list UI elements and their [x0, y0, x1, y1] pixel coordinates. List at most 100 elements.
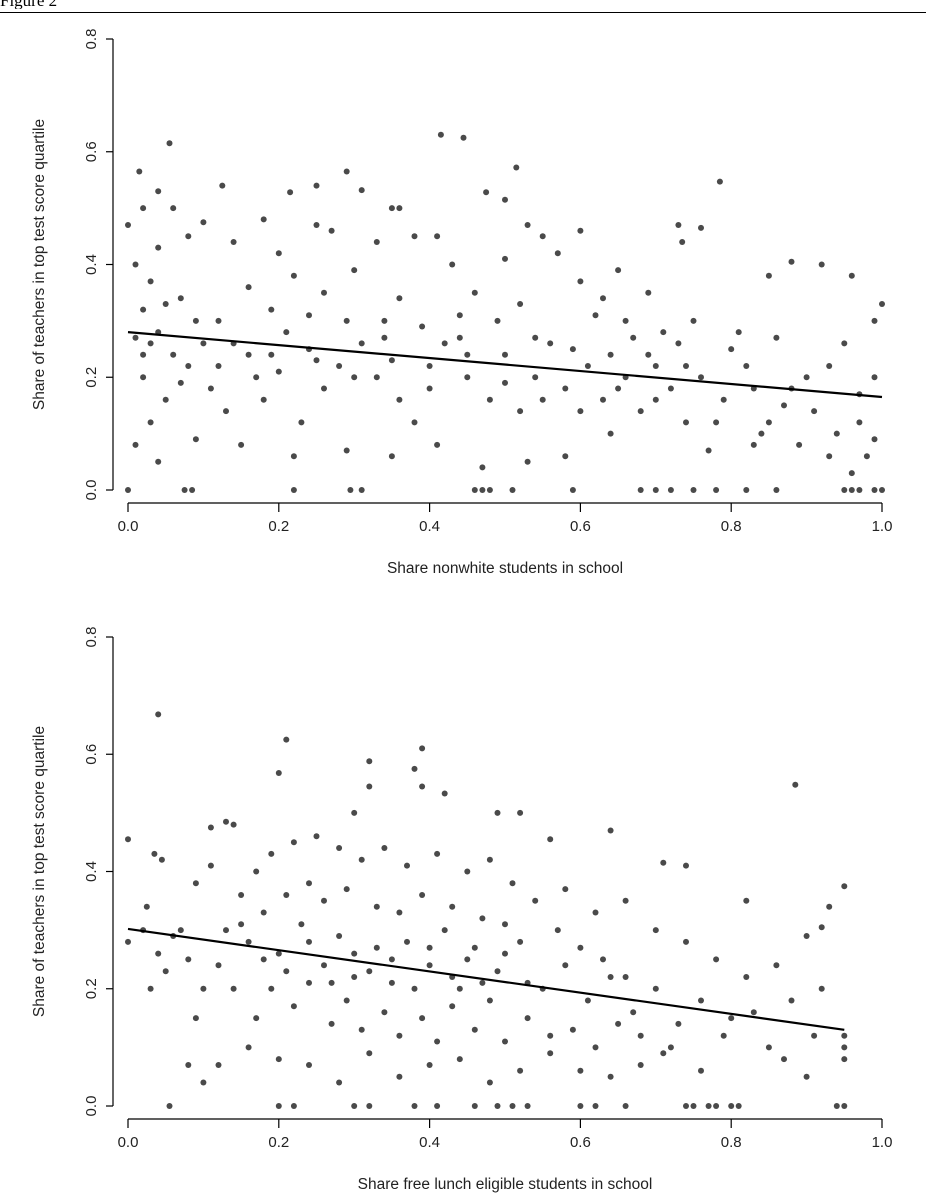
scatter-point: [570, 346, 576, 352]
scatter-point: [540, 233, 546, 239]
scatter-point: [773, 487, 779, 493]
scatter-point: [472, 487, 478, 493]
scatter-point: [261, 910, 267, 916]
scatter-point: [593, 1044, 599, 1050]
y-tick-label: 0.2: [83, 367, 100, 388]
scatter-point: [427, 945, 433, 951]
scatter-point: [623, 898, 629, 904]
scatter-point: [668, 386, 674, 392]
scatter-point: [856, 487, 862, 493]
scatter-point: [472, 290, 478, 296]
x-axis-label: Share nonwhite students in school: [387, 560, 623, 577]
scatter-point: [185, 956, 191, 962]
scatter-point: [577, 228, 583, 234]
x-tick-label: 0.4: [419, 1134, 440, 1151]
scatter-point: [389, 980, 395, 986]
scatter-point: [389, 357, 395, 363]
scatter-point: [483, 189, 489, 195]
scatter-point: [630, 335, 636, 341]
scatter-point: [819, 262, 825, 268]
scatter-point: [751, 1009, 757, 1015]
scatter-point: [464, 352, 470, 358]
scatter-point: [336, 363, 342, 369]
scatter-point: [660, 329, 666, 335]
scatter-point: [547, 340, 553, 346]
scatter-point: [826, 904, 832, 910]
scatter-point: [189, 487, 195, 493]
scatter-point: [336, 845, 342, 851]
scatter-point: [698, 374, 704, 380]
scatter-point: [246, 284, 252, 290]
scatter-point: [615, 267, 621, 273]
scatter-point: [683, 939, 689, 945]
scatter-point: [781, 1056, 787, 1062]
x-tick-label: 0.6: [570, 1134, 591, 1151]
scatter-point: [502, 921, 508, 927]
scatter-point: [396, 205, 402, 211]
scatter-point: [276, 770, 282, 776]
scatter-point: [167, 140, 173, 146]
scatter-point: [223, 408, 229, 414]
scatter-point: [804, 374, 810, 380]
scatter-point: [412, 986, 418, 992]
scatter-point: [389, 453, 395, 459]
y-tick-label: 0.6: [83, 744, 100, 765]
scatter-point: [148, 340, 154, 346]
scatter-point: [329, 228, 335, 234]
scatter-point: [366, 1050, 372, 1056]
scatter-point: [238, 921, 244, 927]
scatter-point: [608, 828, 614, 834]
scatter-point: [193, 318, 199, 324]
scatter-point: [864, 453, 870, 459]
scatter-point: [306, 880, 312, 886]
scatter-point: [314, 222, 320, 228]
scatter-point: [479, 980, 485, 986]
y-tick-label: 0.8: [83, 29, 100, 50]
scatter-point: [457, 986, 463, 992]
x-tick-label: 0.6: [570, 518, 591, 535]
scatter-panel-nonwhite: 0.0 0.2 0.4 0.6 0.8 0.0 0.2 0.4 0.6 0.8 1.0 Share n…: [31, 29, 892, 577]
scatter-point: [434, 1103, 440, 1109]
scatter-point: [200, 340, 206, 346]
scatter-point: [261, 397, 267, 403]
scatter-point: [502, 380, 508, 386]
scatter-point: [155, 245, 161, 251]
scatter-point: [427, 1062, 433, 1068]
scatter-point: [743, 898, 749, 904]
scatter-point: [570, 1027, 576, 1033]
scatter-point: [329, 980, 335, 986]
scatter-point: [638, 1062, 644, 1068]
scatter-point: [314, 833, 320, 839]
scatter-point: [268, 986, 274, 992]
scatter-point: [306, 980, 312, 986]
scatter-point: [713, 419, 719, 425]
scatter-point: [547, 836, 553, 842]
scatter-point: [457, 335, 463, 341]
scatter-point: [434, 233, 440, 239]
scatter-point: [487, 1080, 493, 1086]
scatter-point: [381, 845, 387, 851]
scatter-point: [396, 397, 402, 403]
scatter-point: [412, 766, 418, 772]
scatter-point: [653, 363, 659, 369]
scatter-point: [314, 183, 320, 189]
y-tick-label: 0.6: [83, 141, 100, 162]
scatter-point: [532, 374, 538, 380]
scatter-point: [841, 1103, 847, 1109]
scatter-point: [359, 340, 365, 346]
scatter-point: [155, 188, 161, 194]
scatter-point: [766, 1044, 772, 1050]
scatter-point: [374, 904, 380, 910]
scatter-point: [638, 408, 644, 414]
scatter-point: [200, 986, 206, 992]
scatter-point: [510, 487, 516, 493]
scatter-point: [577, 408, 583, 414]
scatter-point: [721, 1033, 727, 1039]
scatter-point: [728, 1103, 734, 1109]
fit-line: [128, 332, 882, 397]
scatter-point: [683, 419, 689, 425]
scatter-point: [675, 222, 681, 228]
scatter-point: [792, 782, 798, 788]
scatter-point: [834, 1103, 840, 1109]
